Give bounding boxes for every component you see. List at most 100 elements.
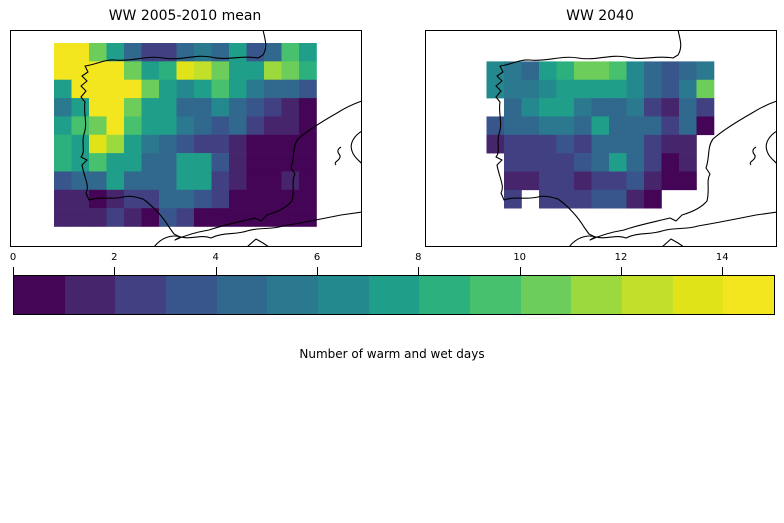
heatmap-cell [661,98,680,117]
heatmap-cell [281,153,300,172]
heatmap-cell [679,153,697,172]
heatmap-cell [539,98,557,117]
heatmap-cell [211,189,230,209]
heatmap-cell [539,189,557,209]
heatmap-cell [124,79,142,99]
heatmap-cell [299,43,317,62]
heatmap-cell [71,79,90,99]
heatmap-cell [211,208,230,227]
heatmap-cell [609,189,627,209]
heatmap-cell [124,153,142,172]
heatmap-cell [89,171,107,191]
heatmap-cell [504,134,522,154]
heatmap-cell [176,61,195,80]
heatmap-cell [159,61,177,80]
heatmap-cell [504,153,522,172]
heatmap-cell [556,153,575,172]
heatmap-cell [661,116,680,136]
heatmap-cell [574,79,592,99]
heatmap-cell [229,116,247,136]
heatmap-cell [141,116,160,136]
heatmap-cell [246,98,265,117]
heatmap-cell [264,208,282,227]
heatmap-cell [176,98,195,117]
heatmap-cell [626,134,645,154]
heatmap-cell [299,98,317,117]
heatmap-cell [211,61,230,80]
colorbar-segment-9 [470,276,521,314]
heatmap-cell [246,189,265,209]
heatmap-cell [106,171,125,191]
heatmap-cell [539,79,557,99]
colorbar-ticklabel: 4 [212,252,219,263]
heatmap-cell [556,189,575,209]
heatmap-cell [591,61,610,81]
heatmap-cell [281,98,300,117]
heatmap-cell [89,134,107,154]
heatmap-cell [626,116,645,136]
colorbar-tickmark [114,267,116,275]
heatmap-cell [644,98,662,117]
heatmap-cell [504,189,522,209]
heatmap-cell [609,153,627,172]
heatmap-cell [229,79,247,99]
heatmap-cell [696,79,715,99]
colorbar-segment-2 [115,276,167,314]
heatmap-cell [574,171,592,191]
heatmap-cell [679,171,697,191]
colorbar-segment-12 [622,276,673,314]
heatmap-cell [89,116,107,136]
heatmap-cell [159,79,177,99]
heatmap-cell [194,98,212,117]
heatmap-cell [539,61,557,81]
heatmap-cell [54,134,72,154]
heatmap-cell [486,79,505,99]
map-panel-left [10,30,362,247]
heatmap-cell [141,98,160,117]
heatmap-cell [539,134,557,154]
heatmap-cell [264,61,282,80]
heatmap-cell [264,98,282,117]
heatmap-cell [159,134,177,154]
heatmap-cell [71,189,90,209]
heatmap-cell [521,98,540,117]
heatmap-cell [211,153,230,172]
heatmap-cell [106,79,125,99]
heatmap-cell [644,79,662,99]
heatmap-cell [246,79,265,99]
heatmap-cell [609,116,627,136]
heatmap-cell [89,189,107,209]
heatmap-cell [159,208,177,227]
colorbar-tickmark [722,267,724,275]
heatmap-cell [539,116,557,136]
heatmap-cell [574,134,592,154]
heatmap-cell [124,98,142,117]
heatmap-cell [609,98,627,117]
heatmap-cell [159,116,177,136]
heatmap-cell [124,134,142,154]
heatmap-cell [556,171,575,191]
heatmap-cell [176,116,195,136]
colorbar-segment-11 [571,276,623,314]
heatmap-cell [159,153,177,172]
heatmap-cell [264,134,282,154]
heatmap-cell [644,171,662,191]
heatmap-cell [54,116,72,136]
heatmap-cell [229,134,247,154]
colorbar-segment-4 [216,276,268,314]
heatmap-cell [556,79,575,99]
heatmap-cell [229,208,247,227]
heatmap-cell [486,116,505,136]
heatmap-cell [679,61,697,81]
heatmap-cell [141,43,160,62]
heatmap-cell [299,61,317,80]
heatmap-cell [504,116,522,136]
heatmap-cell [264,79,282,99]
colorbar-segment-1 [64,276,116,314]
heatmap-cell [299,171,317,191]
coastline [495,31,776,241]
heatmap-cell [211,116,230,136]
panel-title-right: WW 2040 [566,8,634,24]
heatmap-cell [521,153,540,172]
